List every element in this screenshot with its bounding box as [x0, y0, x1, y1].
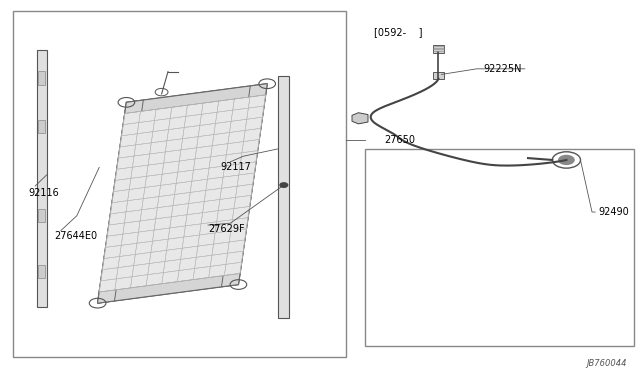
Polygon shape [278, 76, 289, 318]
Polygon shape [352, 113, 368, 124]
Text: 92116: 92116 [29, 189, 60, 198]
Text: 92117: 92117 [221, 163, 252, 172]
Polygon shape [99, 95, 266, 292]
Polygon shape [124, 84, 267, 118]
Polygon shape [99, 95, 266, 292]
Bar [38, 120, 45, 133]
Bar [433, 72, 444, 79]
Bar [38, 265, 45, 278]
Circle shape [559, 155, 574, 164]
Text: 27644E0: 27644E0 [54, 231, 97, 241]
Text: 27650: 27650 [384, 135, 415, 145]
Text: 92490: 92490 [598, 207, 629, 217]
Polygon shape [221, 84, 267, 287]
Bar [433, 45, 444, 53]
Polygon shape [98, 100, 143, 303]
Text: 27629F: 27629F [208, 224, 244, 234]
Circle shape [280, 183, 288, 187]
Text: [0592-    ]: [0592- ] [374, 27, 423, 36]
Text: 92225N: 92225N [483, 64, 522, 74]
Text: JB760044: JB760044 [587, 359, 627, 368]
Polygon shape [98, 269, 241, 303]
Bar [38, 209, 45, 222]
Polygon shape [37, 50, 47, 307]
Bar [38, 71, 45, 85]
